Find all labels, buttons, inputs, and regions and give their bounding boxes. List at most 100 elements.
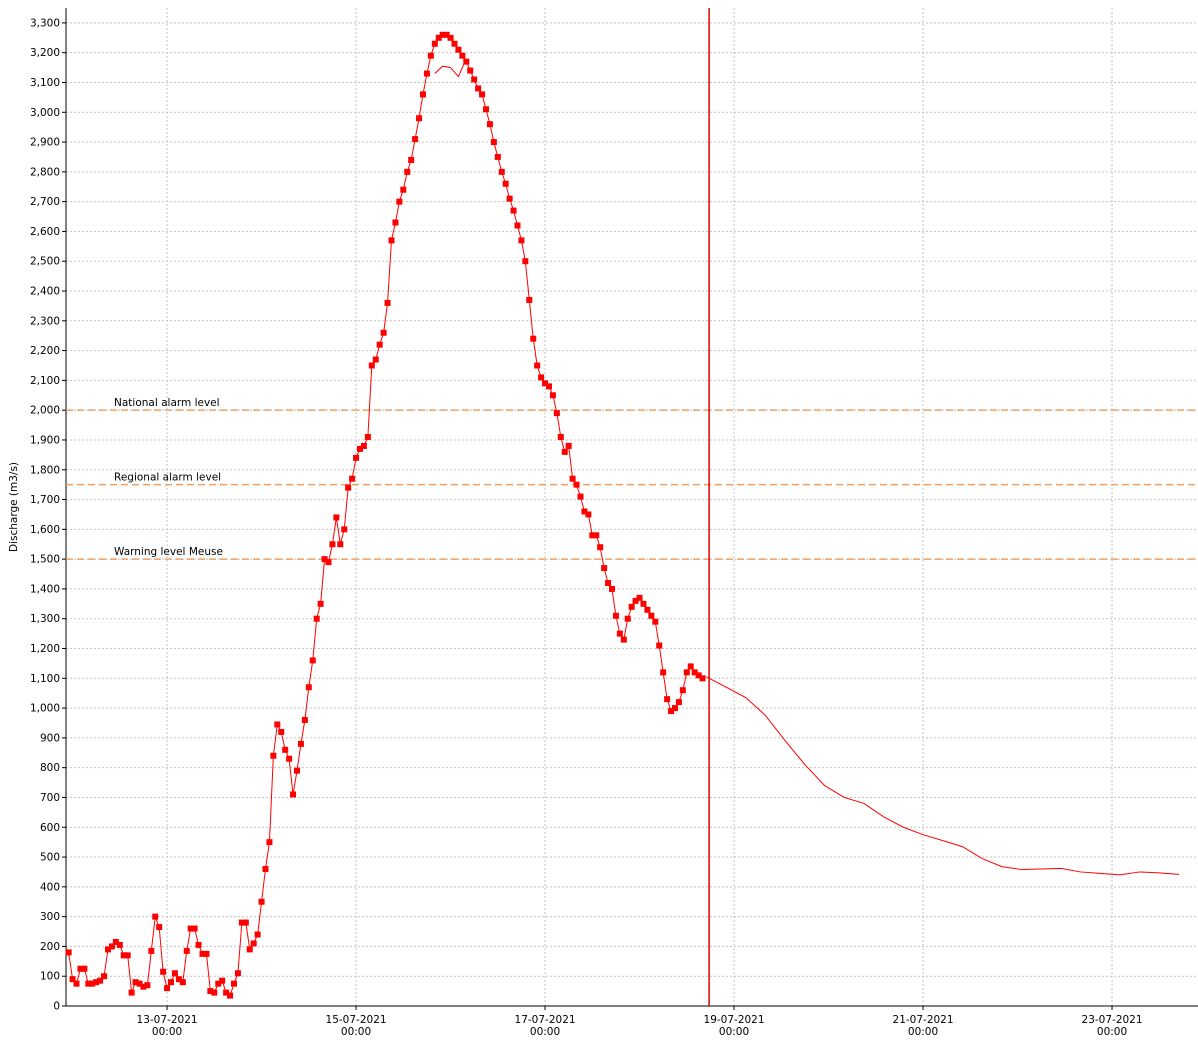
series-marker (215, 980, 222, 987)
y-tick-label: 1,900 (30, 434, 60, 446)
y-tick-label: 2,800 (30, 166, 60, 178)
x-tick-label: 15-07-2021 (326, 1014, 387, 1026)
series-marker (293, 767, 300, 774)
series-marker (400, 186, 407, 193)
series-marker (124, 952, 131, 959)
y-tick-label: 2,000 (30, 405, 60, 417)
series-marker (549, 392, 556, 399)
series-marker (479, 91, 486, 98)
series-marker (278, 728, 285, 735)
series-marker (313, 615, 320, 622)
series-marker (447, 34, 454, 41)
series-marker (640, 600, 647, 607)
series-marker (451, 40, 458, 47)
series-marker (475, 85, 482, 92)
series-marker (439, 31, 446, 38)
y-tick-label: 100 (40, 971, 60, 983)
series-marker (605, 579, 612, 586)
series-marker (471, 76, 478, 83)
series-marker (396, 198, 403, 205)
y-tick-label: 200 (40, 941, 60, 953)
series-marker (108, 943, 115, 950)
series-marker (514, 222, 521, 229)
series-marker (242, 919, 249, 926)
series-marker (506, 195, 513, 202)
series-marker (553, 410, 560, 417)
series-marker (183, 947, 190, 954)
x-tick-label: 21-07-2021 (893, 1014, 954, 1026)
series-marker (144, 982, 151, 989)
series-marker (89, 980, 96, 987)
x-tick-label: 23-07-2021 (1082, 1014, 1143, 1026)
series-marker (664, 696, 671, 703)
series-marker (356, 445, 363, 452)
y-tick-label: 1,600 (30, 524, 60, 536)
series-marker (317, 600, 324, 607)
series-marker (585, 511, 592, 518)
series-marker (301, 717, 308, 724)
series-marker (140, 983, 147, 990)
series-marker (65, 949, 72, 956)
y-tick-label: 3,200 (30, 47, 60, 59)
series-marker (683, 669, 690, 676)
series-marker (569, 475, 576, 482)
series-marker (530, 335, 537, 342)
series-marker (321, 556, 328, 563)
series-marker (628, 603, 635, 610)
series-marker (459, 52, 466, 59)
y-tick-label: 3,000 (30, 107, 60, 119)
series-marker (656, 642, 663, 649)
series-marker (345, 484, 352, 491)
series-marker (616, 630, 623, 637)
series-marker (612, 612, 619, 619)
series-marker (93, 979, 100, 986)
series-marker (565, 442, 572, 449)
y-tick-label: 1,400 (30, 583, 60, 595)
y-tick-label: 2,300 (30, 315, 60, 327)
series-marker (132, 979, 139, 986)
y-tick-label: 3,100 (30, 77, 60, 89)
series-marker (376, 341, 383, 348)
series-marker (427, 52, 434, 59)
y-tick-label: 1,100 (30, 673, 60, 685)
series-marker (360, 442, 367, 449)
series-marker (116, 941, 123, 948)
series-marker (455, 46, 462, 53)
series-marker (431, 40, 438, 47)
series-marker (372, 356, 379, 363)
series-marker (419, 91, 426, 98)
series-marker (164, 985, 171, 992)
x-tick-label: 00:00 (530, 1026, 560, 1038)
series-marker (152, 913, 159, 920)
series-marker (128, 989, 135, 996)
series-marker (467, 67, 474, 74)
series-marker (435, 34, 442, 41)
series-marker (81, 965, 88, 972)
series-marker (101, 973, 108, 980)
series-marker (175, 976, 182, 983)
y-tick-label: 0 (53, 1001, 60, 1013)
series-marker (325, 559, 332, 566)
series-marker (227, 992, 234, 999)
y-tick-label: 2,700 (30, 196, 60, 208)
y-tick-label: 700 (40, 792, 60, 804)
series-marker (675, 699, 682, 706)
series-marker (297, 740, 304, 747)
series-marker (502, 180, 509, 187)
y-tick-label: 300 (40, 911, 60, 923)
y-tick-label: 3,300 (30, 17, 60, 29)
series-marker (542, 380, 549, 387)
series-marker (69, 976, 76, 983)
series-marker (561, 448, 568, 455)
series-marker (120, 952, 127, 959)
series-marker (203, 950, 210, 957)
series-marker (534, 362, 541, 369)
series-marker (498, 168, 505, 175)
series-marker (526, 296, 533, 303)
series-marker (597, 544, 604, 551)
series-marker (577, 493, 584, 500)
series-marker (77, 965, 84, 972)
x-tick-label: 13-07-2021 (137, 1014, 198, 1026)
x-tick-label: 00:00 (908, 1026, 938, 1038)
series-marker (660, 669, 667, 676)
